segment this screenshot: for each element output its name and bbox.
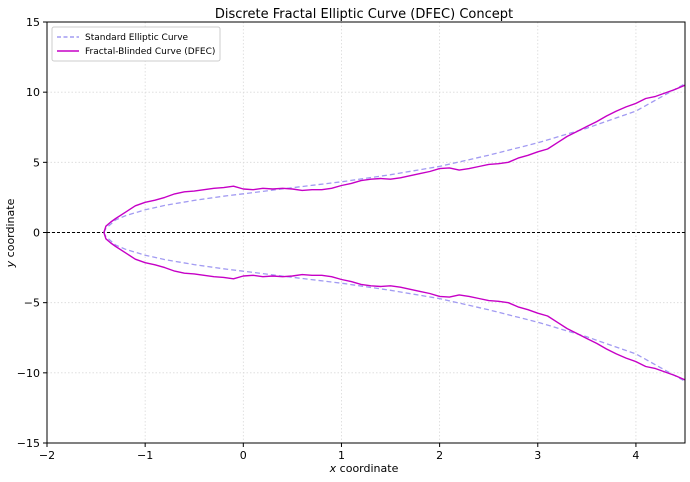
legend: Standard Elliptic Curve Fractal-Blinded …: [51, 26, 221, 62]
x-axis-title-rest: coordinate: [336, 462, 398, 475]
y-tick-label: −10: [17, 367, 40, 380]
y-tick-label: 15: [26, 16, 40, 29]
y-axis: 15 10 5 0 −5 −10 −15: [17, 16, 47, 450]
x-tick-label: 2: [436, 449, 443, 462]
x-tick-label: 0: [240, 449, 247, 462]
legend-label-standard: Standard Elliptic Curve: [85, 33, 189, 43]
series-1-upper-branch: [103, 84, 686, 233]
chart-title: Discrete Fractal Elliptic Curve (DFEC) C…: [215, 7, 513, 22]
series-1-lower-branch: [103, 232, 686, 381]
y-axis-title-rest: coordinate: [4, 198, 17, 260]
y-tick-label: 0: [33, 227, 40, 240]
x-tick-label: −2: [39, 449, 55, 462]
legend-label-dfec: Fractal-Blinded Curve (DFEC): [85, 47, 215, 57]
y-tick-label: −15: [17, 437, 40, 450]
series-0-lower-branch: [103, 232, 686, 382]
legend-box: [51, 26, 221, 62]
series-layer: [103, 83, 686, 382]
x-tick-label: 3: [534, 449, 541, 462]
y-tick-label: 10: [26, 86, 40, 99]
series-0-upper-branch: [103, 83, 686, 233]
y-axis-title-var: y: [4, 260, 17, 268]
x-tick-label: 1: [338, 449, 345, 462]
x-tick-label: −1: [137, 449, 153, 462]
y-tick-label: 5: [33, 156, 40, 169]
y-tick-label: −5: [24, 297, 40, 310]
x-axis-title-var: x: [329, 462, 337, 475]
x-axis: −2 −1 0 1 2 3 4: [39, 443, 639, 462]
x-axis-title: x coordinate: [329, 462, 399, 475]
x-tick-label: 4: [632, 449, 639, 462]
y-axis-title: y coordinate: [4, 198, 17, 268]
